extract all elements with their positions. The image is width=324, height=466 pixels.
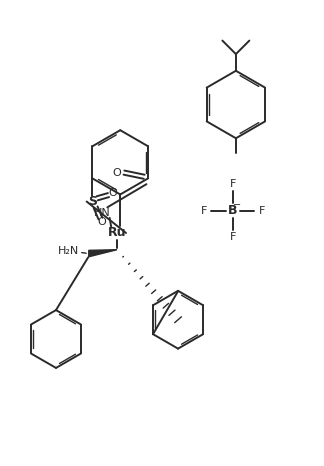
- Text: B: B: [228, 204, 237, 217]
- Text: O: O: [112, 168, 121, 178]
- Text: O: O: [108, 187, 117, 198]
- Text: F: F: [229, 178, 236, 189]
- Text: F: F: [259, 206, 265, 215]
- Text: O: O: [98, 218, 107, 227]
- Text: S: S: [88, 195, 97, 208]
- Text: H₂N: H₂N: [58, 246, 79, 256]
- Text: Ru: Ru: [108, 226, 126, 240]
- Polygon shape: [89, 250, 117, 257]
- Text: HN: HN: [94, 208, 111, 218]
- Text: F: F: [229, 233, 236, 242]
- Text: F: F: [201, 206, 207, 215]
- Text: −: −: [233, 200, 242, 210]
